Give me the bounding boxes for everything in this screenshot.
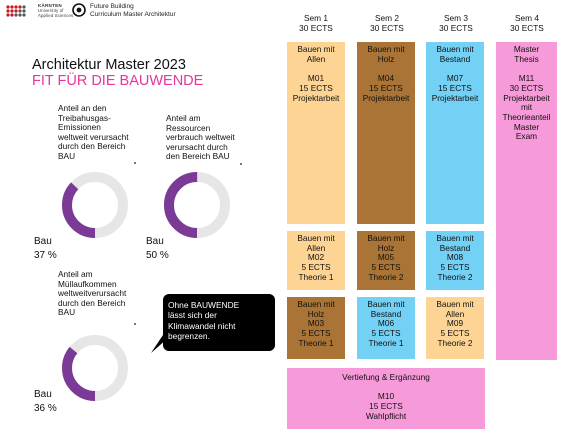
stat-percent-emissions: 37 %: [34, 250, 57, 261]
donut-chart-resources: [164, 172, 230, 238]
stat-label-resources: Anteil am Ressourcen verbrauch weltweit ver…: [166, 113, 235, 162]
stat-category-emissions: Bau: [34, 236, 52, 247]
semester-header-3: Sem 3 30 ECTS: [439, 13, 473, 33]
donut-chart-emissions: [62, 172, 128, 238]
module-m02: Bauen mit Allen M02 5 ECTS Theorie 1: [287, 231, 345, 290]
module-m06: Bauen mit Bestand M06 5 ECTS Theorie 1: [357, 297, 415, 359]
module-m10: Vertiefung & Ergänzung M10 15 ECTS Wahlpfli…: [287, 368, 485, 429]
stat-label-waste: Anteil am Müllaufkommen weltweitverursacht…: [58, 269, 127, 318]
module-m09: Bauen mit Allen M09 5 ECTS Theorie 2: [426, 297, 484, 359]
separator-dot: [134, 162, 136, 164]
page-subtitle: FIT FÜR DIE BAUWENDE: [32, 73, 204, 89]
module-m01: Bauen mit Allen M01 15 ECTS Projektarbeit: [287, 42, 345, 224]
module-m08: Bauen mit Bestand M08 5 ECTS Theorie 2: [426, 231, 484, 290]
donut-segment-bau: [164, 172, 230, 238]
donut-segment-bau: [62, 335, 128, 401]
module-m04: Bauen mit Holz M04 15 ECTS Projektarbeit: [357, 42, 415, 224]
donut-chart-waste: [62, 335, 128, 401]
stat-category-resources: Bau: [146, 236, 164, 247]
donut-segment-bau: [62, 172, 128, 238]
stat-category-waste: Bau: [34, 389, 52, 400]
separator-dot: [240, 163, 242, 165]
page-title: Architektur Master 2023: [32, 57, 186, 73]
stat-label-emissions: Anteil an den Treibahusgas- Emissionen welt…: [58, 103, 129, 161]
circle-logo-icon: [72, 3, 86, 17]
dot-grid-logo-icon: [6, 5, 26, 17]
module-m03: Bauen mit Holz M03 5 ECTS Theorie 1: [287, 297, 345, 359]
module-m05: Bauen mit Holz M05 5 ECTS Theorie 2: [357, 231, 415, 290]
stat-percent-waste: 36 %: [34, 403, 57, 414]
university-logo-text: KÄRNTEN University of Applied Sciences: [38, 3, 74, 18]
separator-dot: [134, 323, 136, 325]
module-m07: Bauen mit Bestand M07 15 ECTS Projektarbeit: [426, 42, 484, 224]
speech-bubble: Ohne BAUWENDE lässt sich der Klimawandel n…: [163, 294, 275, 351]
semester-header-4: Sem 4 30 ECTS: [510, 13, 544, 33]
semester-header-1: Sem 1 30 ECTS: [299, 13, 333, 33]
module-m11: Master Thesis M11 30 ECTS Projektarbeit mit Th…: [496, 42, 557, 360]
stat-percent-resources: 50 %: [146, 250, 169, 261]
semester-header-2: Sem 2 30 ECTS: [370, 13, 404, 33]
project-logo-text: Future Building Curriculum Master Archite…: [90, 3, 176, 18]
